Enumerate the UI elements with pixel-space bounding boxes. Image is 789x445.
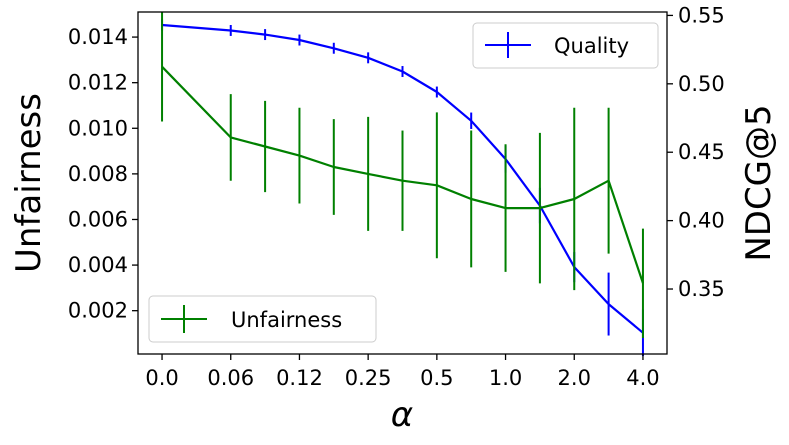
y-left-tick-label: 0.008 xyxy=(68,162,128,186)
x-tick-label: 1.0 xyxy=(489,366,522,390)
y-right-tick-label: 0.55 xyxy=(678,3,725,27)
x-tick-label: 2.0 xyxy=(558,366,591,390)
legend-quality-label: Quality xyxy=(554,34,629,58)
legend-quality: Quality xyxy=(472,22,659,69)
x-tick-label: 0.06 xyxy=(207,366,254,390)
x-tick-label: 0.12 xyxy=(276,366,323,390)
y-right-tick-label: 0.45 xyxy=(678,140,725,164)
x-axis-ticks: 0.0 0.06 0.12 0.25 0.5 1.0 2.0 4.0 xyxy=(145,354,660,390)
y-left-axis-ticks: 0.002 0.004 0.006 0.008 0.010 0.012 0.014 xyxy=(68,25,138,323)
y-right-axis-title: NDCG@5 xyxy=(739,104,779,261)
legend-quality-box xyxy=(472,22,659,69)
x-tick-label: 0.25 xyxy=(345,366,392,390)
y-left-tick-label: 0.002 xyxy=(68,299,128,323)
legend-unfairness-label: Unfairness xyxy=(231,308,342,332)
x-tick-label: 0.5 xyxy=(420,366,453,390)
plot-frame xyxy=(137,11,668,355)
chart-marks xyxy=(161,12,645,357)
y-left-tick-label: 0.006 xyxy=(68,207,128,231)
y-right-tick-label: 0.50 xyxy=(678,72,725,96)
x-tick-label: 4.0 xyxy=(626,366,659,390)
y-right-axis-ticks: 0.35 0.40 0.45 0.50 0.55 xyxy=(667,3,725,301)
y-left-tick-label: 0.004 xyxy=(68,253,128,277)
quality-series-line xyxy=(161,23,644,334)
legend-unfairness: Unfairness xyxy=(148,295,377,343)
y-left-tick-label: 0.012 xyxy=(68,71,128,95)
unfairness-series-line xyxy=(161,65,645,284)
y-right-tick-label: 0.40 xyxy=(678,209,725,233)
y-left-axis-title: Unfairness xyxy=(9,93,49,273)
x-tick-label: 0.0 xyxy=(145,366,178,390)
y-left-tick-label: 0.010 xyxy=(68,116,128,140)
legend-unfairness-box xyxy=(148,295,377,343)
y-right-tick-label: 0.35 xyxy=(678,277,725,301)
x-axis-title: α xyxy=(391,395,413,435)
y-left-tick-label: 0.014 xyxy=(68,25,128,49)
